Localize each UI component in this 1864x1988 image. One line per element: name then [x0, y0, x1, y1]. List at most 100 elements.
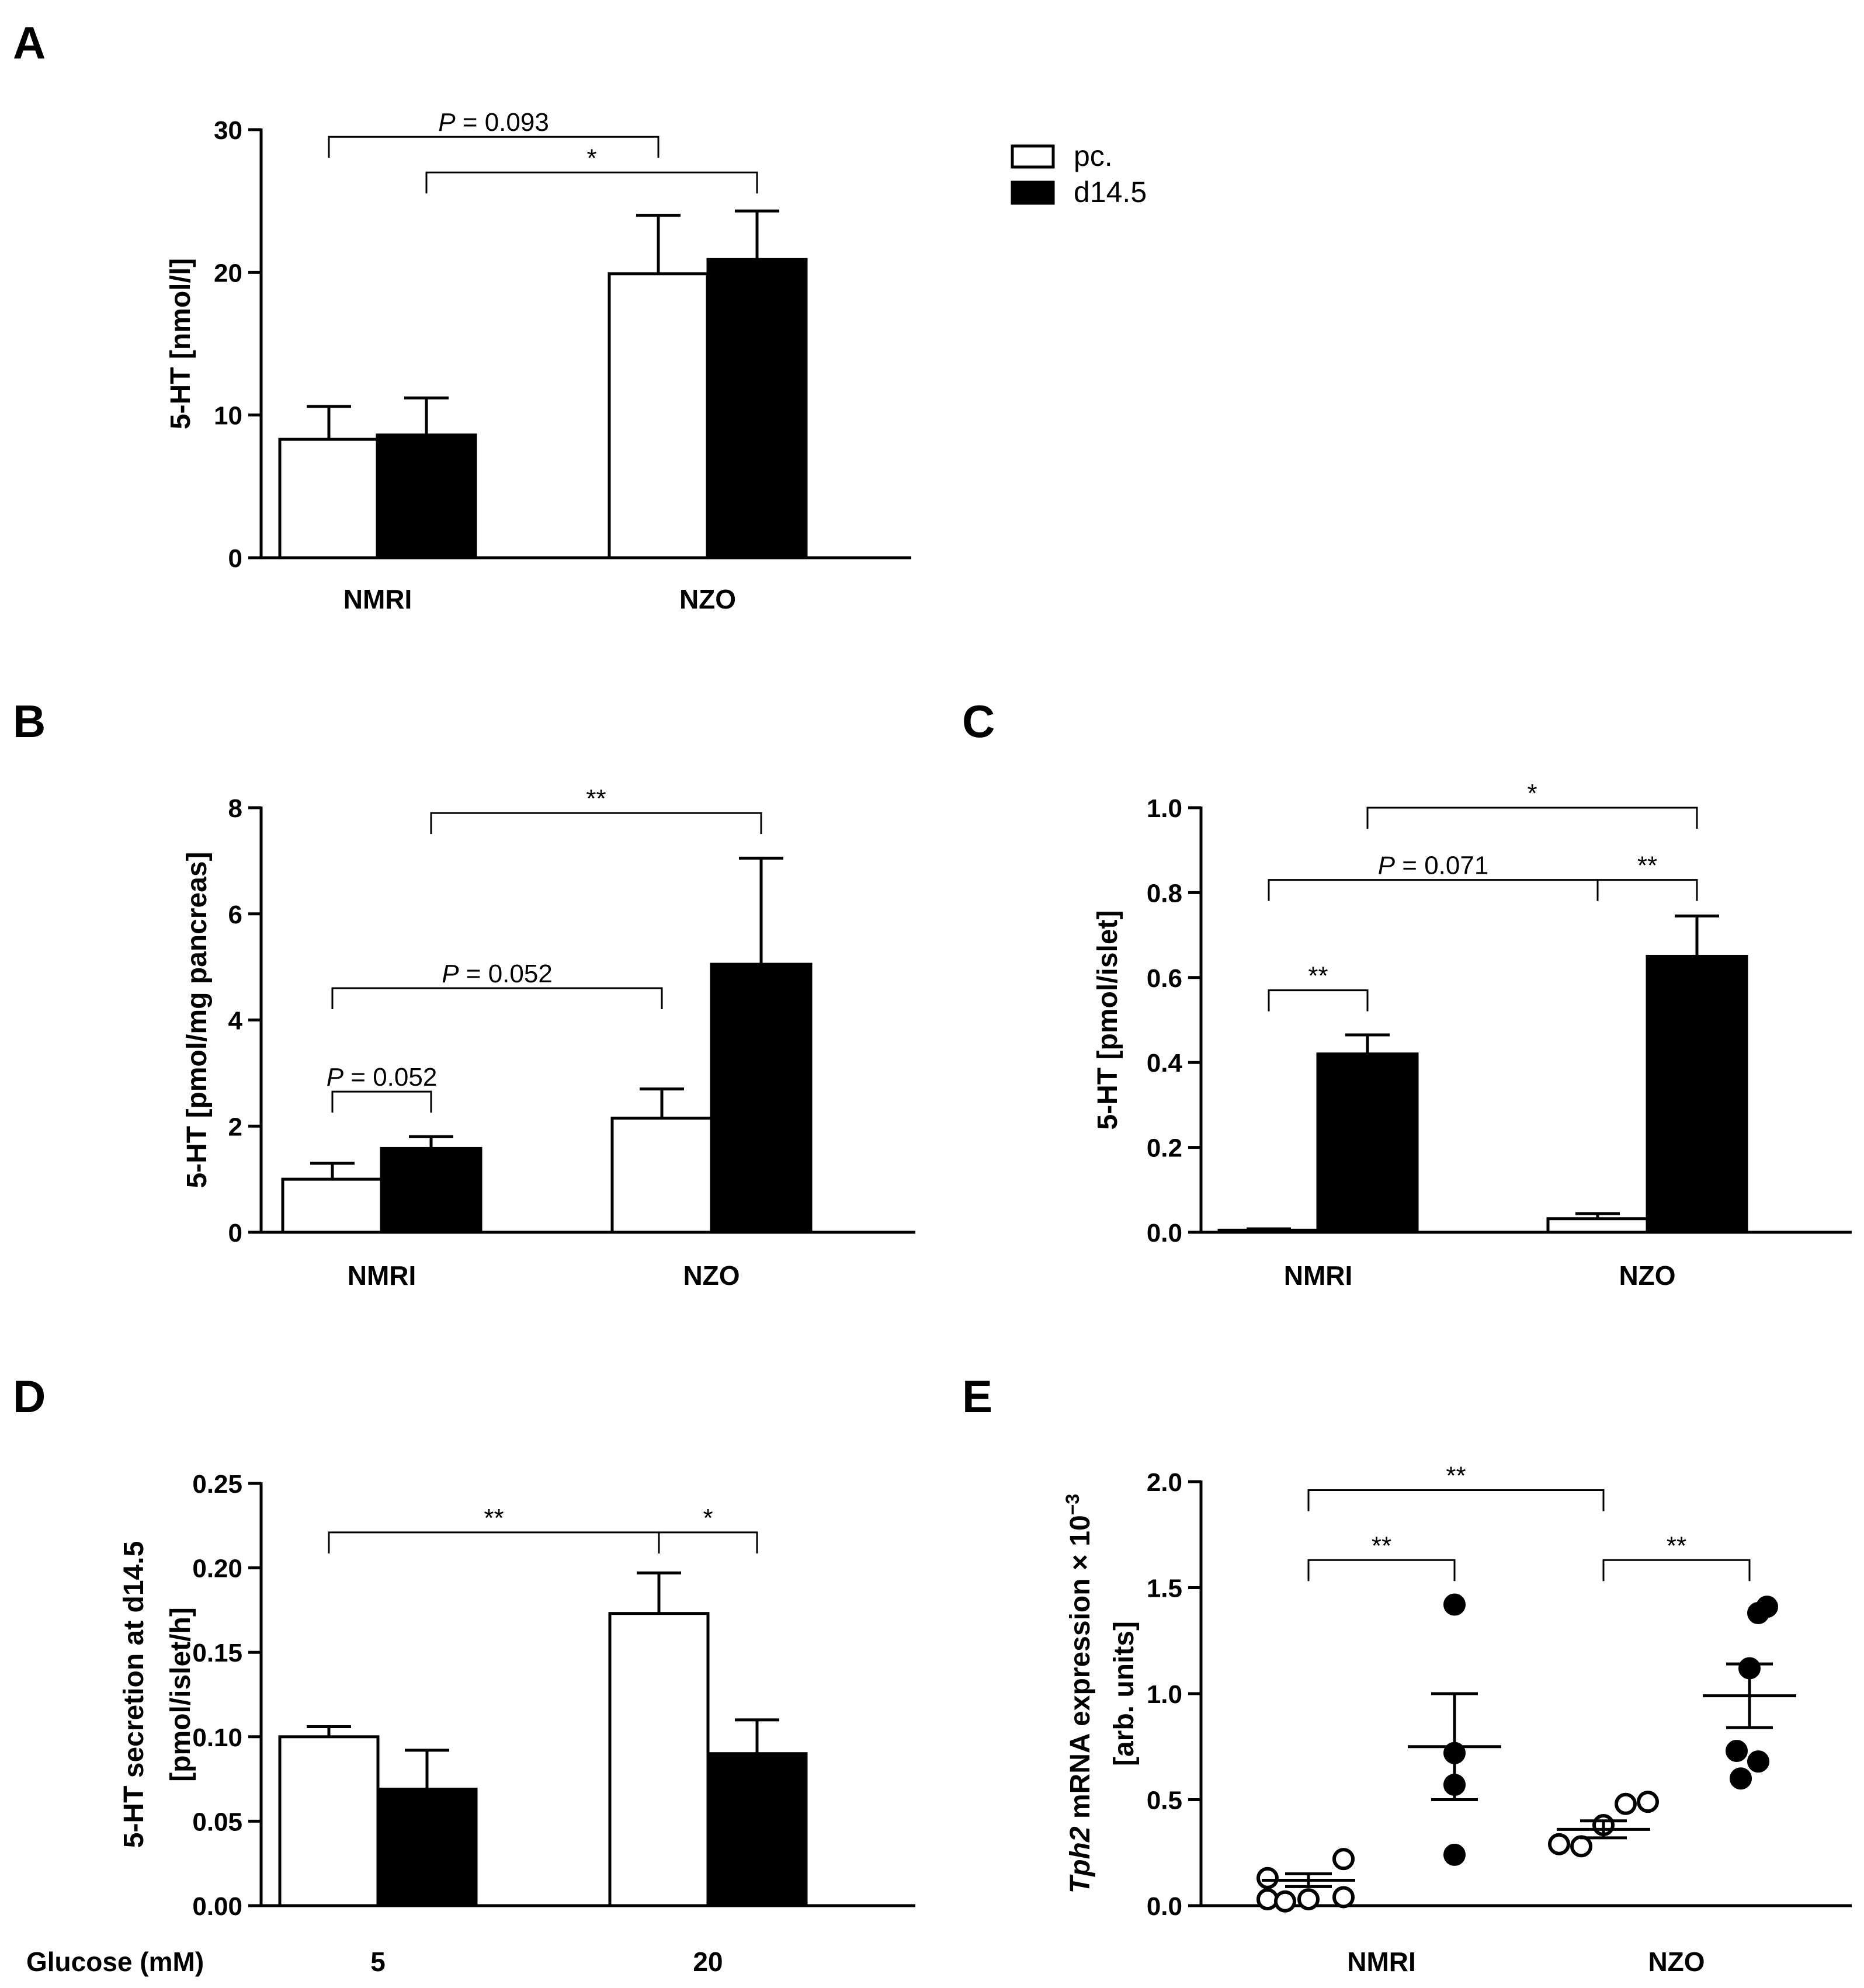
significance-label: ** [484, 1504, 504, 1532]
y-axis-title: [pmol/islet/h] [165, 1607, 196, 1782]
panel-letter: D [13, 1371, 46, 1422]
bar-d145-nmri [376, 433, 477, 559]
significance-bracket [328, 135, 659, 158]
panel-c: C 0.0 0.2 0.4 0.6 0.8 1.0 NMRI NZO 5-HT [pmol/isl… [962, 696, 1852, 1291]
significance-bracket [1307, 1489, 1605, 1511]
data-point [1332, 1886, 1355, 1909]
y-tick-label: 0.8 [1147, 879, 1182, 908]
x-category-label: NZO [1619, 1260, 1675, 1291]
bar-d145-20 [706, 1752, 808, 1907]
significance-bracket [1602, 1559, 1751, 1582]
y-axis-title-units: [arb. units] [1109, 1621, 1140, 1766]
panel-letter: E [962, 1371, 992, 1422]
significance-label: ** [1637, 851, 1657, 880]
y-tick-label: 0.00 [192, 1892, 242, 1921]
significance-text: ** [1446, 1462, 1466, 1490]
significance-text: ** [1667, 1531, 1686, 1560]
panel-letter: C [962, 696, 995, 747]
significance-text: * [586, 144, 596, 172]
significance-bracket [1268, 989, 1369, 1012]
y-tick-label: 0 [228, 544, 242, 573]
x-category-label: 5 [370, 1947, 386, 1977]
y-tick-label: 6 [228, 901, 242, 929]
x-axis-title: Glucose (mM) [26, 1947, 204, 1977]
bar-d145-nzo [710, 962, 813, 1234]
significance-bracket [430, 812, 762, 835]
y-tick-label: 2 [228, 1113, 242, 1141]
significance-label: ** [1446, 1462, 1466, 1490]
bar-pc-nzo [608, 272, 709, 559]
data-point [1548, 1833, 1570, 1855]
bar-pc-nzo [1546, 1217, 1649, 1234]
bar-pc-20 [608, 1612, 710, 1907]
significance-text: = 0.093 [456, 108, 549, 137]
y-tick-label: 1.0 [1147, 1680, 1182, 1709]
x-category-label: NZO [1648, 1947, 1705, 1977]
x-category-label: NZO [683, 1260, 740, 1291]
data-point [1726, 1740, 1748, 1763]
panel-letter: B [13, 696, 46, 747]
significance-bracket [328, 1531, 660, 1553]
data-point [1747, 1750, 1769, 1773]
bar-d145-nmri [1316, 1052, 1419, 1234]
y-tick-label: 0.0 [1147, 1892, 1182, 1921]
y-tick-label: 0.25 [192, 1470, 242, 1499]
bar-pc-nmri [281, 1177, 384, 1234]
gene-name: Tph2 [1065, 1826, 1096, 1893]
x-category-label: NMRI [348, 1260, 416, 1291]
x-category-label: NMRI [343, 584, 412, 614]
significance-bracket [1366, 807, 1698, 829]
y-tick-label: 1.5 [1147, 1575, 1182, 1603]
panel-letter: A [13, 17, 46, 68]
significance-label: ** [1667, 1531, 1686, 1560]
significance-text: = 0.052 [459, 960, 553, 988]
significance-label: ** [586, 784, 606, 813]
y-tick-label: 2.0 [1147, 1468, 1182, 1497]
y-tick-label: 0.5 [1147, 1787, 1182, 1815]
significance-text: = 0.071 [1395, 851, 1488, 880]
data-point [1615, 1792, 1637, 1815]
y-tick-label: 0.2 [1147, 1134, 1182, 1163]
significance-label: * [703, 1504, 713, 1532]
data-point [1443, 1593, 1466, 1616]
bar-d145-nzo [1646, 954, 1748, 1234]
p-symbol: P [442, 960, 459, 988]
bar-d145-nzo [706, 258, 808, 559]
bar-d145-5 [376, 1787, 478, 1907]
data-point [1570, 1835, 1592, 1858]
p-symbol: P [327, 1063, 344, 1092]
x-category-label: NMRI [1347, 1947, 1416, 1977]
data-point [1443, 1843, 1466, 1866]
panel-d: D 0.00 0.05 0.10 0.15 0.20 0.25 5 20 Glucose (mM)… [13, 1371, 915, 1977]
bar-d145-nmri [380, 1146, 483, 1234]
bar-pc-5 [278, 1735, 380, 1907]
significance-text: * [703, 1504, 713, 1532]
y-axis-title: 5-HT [pmol/islet] [1092, 910, 1123, 1129]
legend-label: d14.5 [1074, 176, 1147, 208]
significance-bracket [1268, 879, 1599, 901]
significance-text: * [1527, 779, 1537, 808]
y-tick-label: 20 [214, 259, 242, 287]
y-tick-label: 30 [214, 116, 242, 145]
significance-text: ** [484, 1504, 504, 1532]
bar-pc-nmri [1217, 1228, 1320, 1234]
y-axis-title: Tph2 mRNA expression × 10−3 [1062, 1494, 1096, 1893]
legend-swatch [1011, 180, 1055, 205]
significance-bracket [331, 1090, 432, 1113]
significance-bracket [658, 1531, 758, 1553]
data-point [1637, 1791, 1659, 1813]
significance-label: P = 0.071 [1378, 851, 1489, 880]
x-category-label: 20 [693, 1947, 723, 1977]
significance-label: P = 0.052 [442, 960, 553, 988]
significance-text: ** [1637, 851, 1657, 880]
data-point [1256, 1867, 1279, 1889]
bar-pc-nzo [610, 1117, 713, 1234]
data-point [1756, 1596, 1778, 1618]
y-tick-label: 10 [214, 402, 242, 430]
y-tick-label: 0.0 [1147, 1219, 1182, 1247]
y-axis-title-text: mRNA expression × 10 [1065, 1515, 1096, 1826]
y-axis-title: 5-HT secretion at d14.5 [119, 1541, 150, 1848]
significance-bracket [1596, 879, 1698, 901]
significance-label: * [1527, 779, 1537, 808]
